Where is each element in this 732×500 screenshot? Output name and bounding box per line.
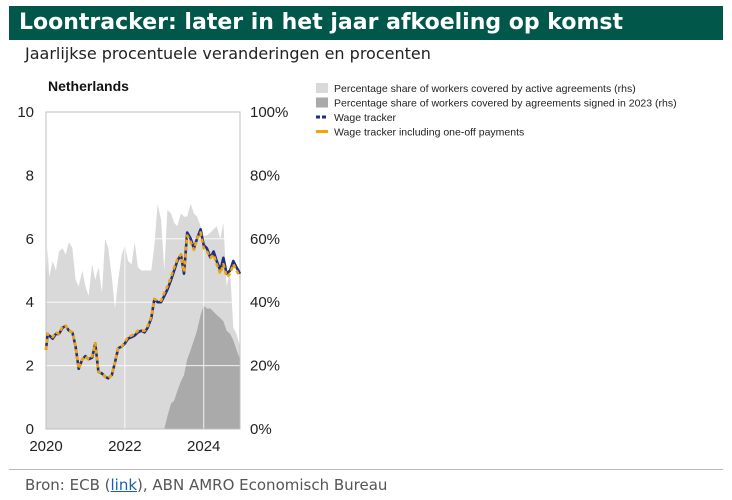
area-series-1 [164,305,240,429]
source-link[interactable]: link [110,476,138,494]
source-note: Bron: ECB (link), ABN AMRO Economisch Bu… [25,476,387,494]
y-left-tick-label: 4 [26,294,34,311]
y-left-tick-label: 0 [26,421,34,438]
legend: Percentage share of workers covered by a… [316,83,677,139]
y-right-tick-label: 80% [250,167,280,184]
y-left-tick-label: 6 [26,231,34,248]
source-suffix: ), ABN AMRO Economisch Bureau [137,476,388,494]
y-right-tick-label: 20% [250,358,280,375]
legend-swatch-0 [316,83,328,93]
line-series-2 [44,228,242,380]
x-tick-label: 2022 [108,438,141,455]
y-left-tick-label: 2 [26,358,34,375]
legend-label-0: Percentage share of workers covered by a… [334,83,636,95]
y-left-tick-label: 8 [26,167,34,184]
title-banner: Loontracker: later in het jaar afkoeling… [9,6,723,40]
plot-frame [45,111,241,430]
line-series-3 [44,231,242,380]
page-subtitle: Jaarlijkse procentuele veranderingen en … [25,44,431,63]
y-right-tick-label: 0% [250,421,272,438]
y-right-tick-label: 60% [250,231,280,248]
x-tick-label: 2024 [187,438,220,455]
footer-divider [9,469,723,470]
chart-title: Netherlands [48,78,129,94]
legend-label-1: Percentage share of workers covered by a… [334,98,677,110]
source-prefix: Bron: ECB ( [25,476,111,494]
chart: Netherlands 02468100%20%40%60%80%100%202… [17,78,677,455]
y-left-tick-label: 10 [17,104,34,121]
y-right-tick-label: 100% [250,104,288,121]
y-right-tick-label: 40% [250,294,280,311]
page-title: Loontracker: later in het jaar afkoeling… [19,10,623,35]
legend-label-2: Wage tracker [334,112,397,124]
legend-label-3: Wage tracker including one-off payments [334,127,524,139]
x-tick-label: 2020 [29,438,62,455]
legend-swatch-1 [316,97,328,108]
